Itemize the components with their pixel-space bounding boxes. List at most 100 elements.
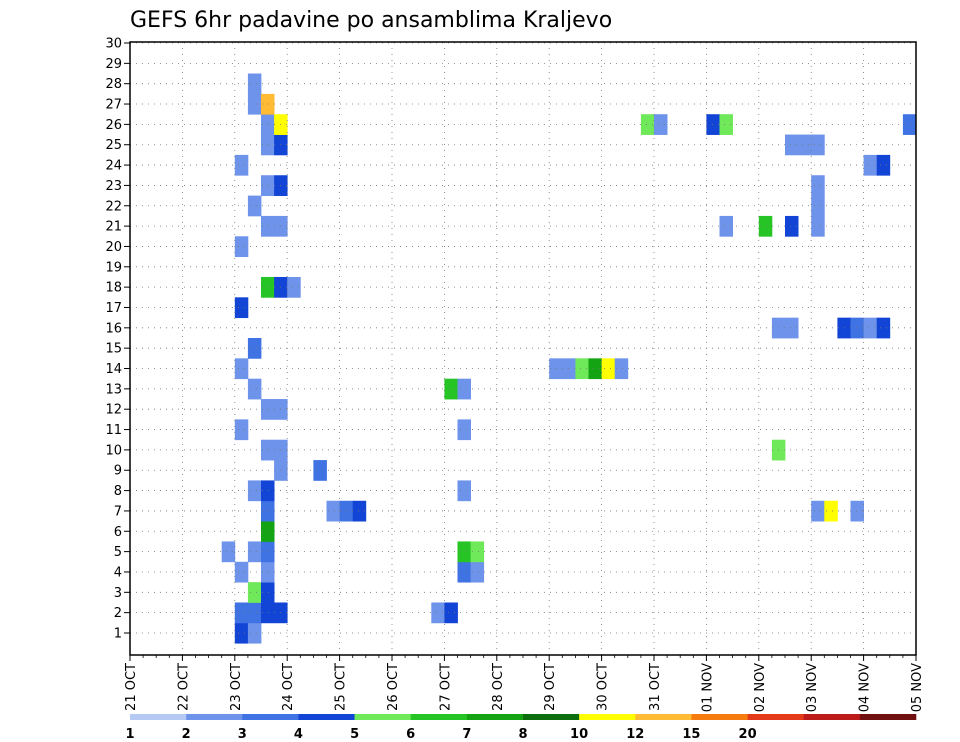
heatmap-cell-29 — [287, 276, 301, 298]
x-tick-label: 30 OCT — [596, 663, 611, 711]
x-tick-label: 23 OCT — [229, 663, 244, 711]
y-tick-label: 21 — [105, 220, 122, 235]
heatmap-cell-43 — [247, 73, 262, 95]
heatmap-cell-39 — [261, 114, 275, 135]
colorbar-swatch-1 — [186, 714, 243, 720]
heatmap-cell-87 — [863, 154, 878, 176]
heatmap-cell-55 — [457, 480, 471, 502]
y-tick-label: 6 — [114, 525, 122, 540]
colorbar-label: 4 — [294, 727, 303, 742]
colorbar-label: 12 — [626, 727, 644, 742]
heatmap-cell-76 — [798, 134, 812, 156]
x-tick-label: 29 OCT — [543, 663, 558, 711]
colorbar-label: 15 — [682, 727, 700, 742]
x-tick-label: 31 OCT — [648, 663, 663, 711]
heatmap-cell-6 — [247, 582, 262, 603]
heatmap-cell-25 — [247, 338, 262, 359]
y-tick-label: 5 — [114, 545, 122, 560]
heatmap-cell-36 — [234, 154, 249, 176]
heatmap-cell-31 — [261, 215, 275, 237]
y-tick-label: 10 — [105, 443, 122, 458]
heatmap-cell-63 — [614, 358, 629, 380]
heatmap-cell-86 — [876, 317, 891, 339]
heatmap-cell-56 — [457, 541, 471, 563]
heatmap-cell-59 — [562, 358, 576, 380]
y-tick-label: 2 — [114, 606, 122, 621]
y-tick-label: 27 — [105, 98, 122, 113]
heatmap-cell-75 — [785, 134, 799, 156]
heatmap-cell-71 — [811, 215, 825, 237]
x-tick-label: 25 OCT — [334, 663, 349, 711]
y-tick-label: 1 — [114, 627, 122, 642]
colorbar-label: 1 — [125, 727, 134, 742]
y-tick-label: 12 — [105, 403, 122, 418]
colorbar-swatch-2 — [242, 714, 299, 720]
heatmap-cell-14 — [261, 500, 275, 522]
heatmap-cell-80 — [811, 500, 825, 522]
y-tick-label: 14 — [105, 362, 122, 377]
colorbar-label: 7 — [462, 727, 471, 742]
y-tick-label: 13 — [105, 382, 122, 397]
heatmap-cell-20 — [234, 419, 249, 441]
chart-title: GEFS 6hr padavine po ansamblima Kraljevo — [130, 8, 612, 33]
heatmap-cell-81 — [824, 500, 838, 522]
x-tick-label: 03 NOV — [805, 663, 820, 712]
y-tick-label: 17 — [105, 301, 122, 316]
y-tick-label: 18 — [105, 281, 122, 296]
heatmap-cell-62 — [601, 358, 616, 380]
colorbar-label: 3 — [238, 727, 247, 742]
heatmap-cell-65 — [654, 114, 668, 135]
heatmap-cell-88 — [876, 154, 891, 176]
heatmap-cell-15 — [247, 480, 262, 502]
heatmap-cell-27 — [261, 276, 275, 298]
heatmap-cell-50 — [457, 561, 471, 583]
heatmap-cell-8 — [234, 561, 249, 583]
heatmap-cell-46 — [352, 500, 367, 522]
heatmap-cell-51 — [470, 561, 485, 583]
heatmap-cell-12 — [261, 541, 275, 563]
colorbar-swatch-0 — [130, 714, 187, 720]
heatmap-cells — [221, 73, 917, 644]
x-tick-label: 02 NOV — [753, 663, 768, 712]
heatmap-cell-57 — [470, 541, 485, 563]
heatmap-cell-48 — [431, 602, 445, 624]
heatmap-cell-77 — [811, 134, 825, 156]
colorbar-label: 8 — [518, 727, 527, 742]
y-tick-label: 28 — [105, 77, 122, 92]
heatmap-cell-24 — [234, 358, 249, 380]
y-tick-label: 29 — [105, 57, 122, 72]
heatmap-cell-68 — [719, 215, 733, 237]
heatmap-cell-60 — [575, 358, 589, 380]
heatmap-cell-30 — [234, 236, 249, 258]
y-tick-label: 3 — [114, 586, 122, 601]
x-tick-label: 27 OCT — [438, 663, 453, 711]
heatmap-cell-78 — [811, 195, 825, 217]
heatmap-cell-85 — [863, 317, 878, 339]
x-tick-label: 04 NOV — [858, 663, 873, 712]
heatmap-cell-84 — [850, 317, 864, 339]
heatmap-cell-74 — [785, 317, 799, 339]
heatmap-cell-70 — [785, 215, 799, 237]
x-tick-label: 21 OCT — [124, 663, 139, 711]
heatmap-cell-54 — [457, 419, 471, 441]
heatmap-cell-42 — [261, 93, 275, 115]
grid-lines — [130, 42, 916, 655]
heatmap-cell-26 — [234, 297, 249, 319]
heatmap-cell-41 — [247, 93, 262, 115]
y-tick-label: 4 — [114, 565, 122, 580]
y-tick-label: 7 — [114, 504, 122, 519]
heatmap-cell-34 — [261, 175, 275, 196]
heatmap-cell-1 — [247, 622, 262, 644]
colorbar-label: 10 — [570, 727, 588, 742]
colorbar-swatch-11 — [747, 714, 805, 720]
heatmap-cell-64 — [640, 114, 655, 135]
x-tick-label: 26 OCT — [386, 663, 401, 711]
heatmap-cell-37 — [261, 134, 275, 156]
heatmap-cell-61 — [588, 358, 602, 380]
y-tick-label: 20 — [105, 240, 122, 255]
heatmap-cell-58 — [549, 358, 563, 380]
y-tick-label: 25 — [105, 138, 122, 153]
colorbar: 1 2 3 4 5 6 7 8 10 12 15 20 — [125, 714, 917, 742]
colorbar-label: 5 — [350, 727, 359, 742]
heatmap-cell-13 — [261, 521, 275, 542]
